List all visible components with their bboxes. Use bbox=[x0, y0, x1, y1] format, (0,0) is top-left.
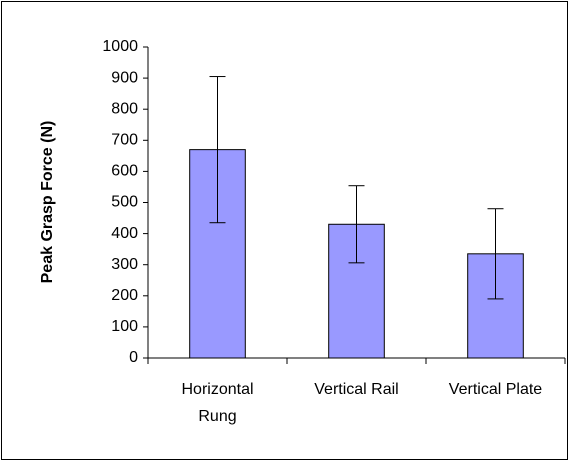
x-tick-label: Vertical Plate bbox=[449, 381, 542, 398]
y-tick-label: 1000 bbox=[102, 38, 138, 55]
y-tick-label: 700 bbox=[111, 132, 138, 149]
y-tick-label: 100 bbox=[111, 318, 138, 335]
y-tick-label: 0 bbox=[129, 349, 138, 366]
y-tick-label: 200 bbox=[111, 287, 138, 304]
error-bar bbox=[209, 76, 226, 224]
x-tick-label: Horizontal Rung bbox=[181, 381, 253, 425]
y-tick-label: 400 bbox=[111, 225, 138, 242]
error-bar bbox=[487, 208, 504, 300]
y-tick-label: 500 bbox=[111, 194, 138, 211]
error-bar bbox=[348, 185, 365, 264]
y-axis-title: Peak Grasp Force (N) bbox=[39, 121, 56, 284]
x-tick-label: Vertical Rail bbox=[314, 381, 398, 398]
y-tick-label: 600 bbox=[111, 163, 138, 180]
y-tick-label: 300 bbox=[111, 256, 138, 273]
y-tick-label: 900 bbox=[111, 69, 138, 86]
y-tick-label: 800 bbox=[111, 100, 138, 117]
bar bbox=[189, 149, 246, 359]
